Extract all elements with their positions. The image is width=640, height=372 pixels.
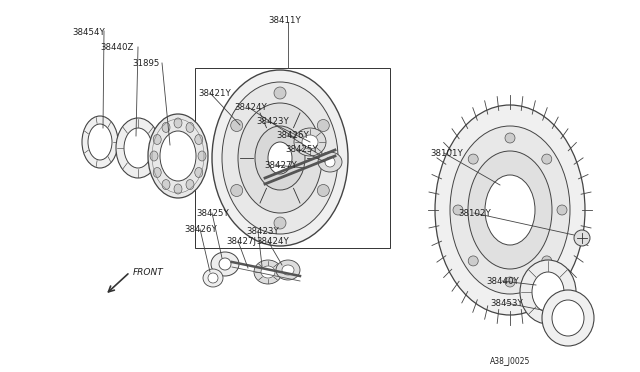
Circle shape: [574, 230, 590, 246]
Ellipse shape: [255, 126, 305, 190]
Ellipse shape: [468, 151, 552, 269]
Circle shape: [230, 185, 243, 196]
Ellipse shape: [174, 184, 182, 194]
Ellipse shape: [520, 260, 576, 324]
Circle shape: [274, 217, 286, 229]
Circle shape: [542, 154, 552, 164]
Text: 38427Y: 38427Y: [264, 161, 297, 170]
Ellipse shape: [318, 152, 342, 172]
Text: 38102Y: 38102Y: [458, 209, 491, 218]
Text: 38423Y: 38423Y: [256, 117, 289, 126]
Text: 38411Y: 38411Y: [268, 16, 301, 25]
Text: 38421Y: 38421Y: [198, 89, 231, 98]
Ellipse shape: [238, 103, 322, 213]
Text: 38426Y: 38426Y: [276, 131, 308, 140]
Ellipse shape: [82, 116, 118, 168]
Ellipse shape: [254, 260, 282, 284]
Ellipse shape: [186, 122, 194, 132]
Ellipse shape: [261, 266, 275, 278]
Ellipse shape: [485, 175, 535, 245]
Ellipse shape: [88, 124, 112, 160]
Text: 38423Y: 38423Y: [246, 227, 279, 236]
Ellipse shape: [162, 180, 170, 190]
Circle shape: [208, 273, 218, 283]
Ellipse shape: [276, 260, 300, 280]
Ellipse shape: [148, 114, 208, 198]
Text: 38454Y: 38454Y: [72, 28, 105, 37]
Ellipse shape: [124, 128, 152, 168]
Ellipse shape: [186, 180, 194, 190]
Circle shape: [505, 133, 515, 143]
Ellipse shape: [435, 105, 585, 315]
Ellipse shape: [532, 272, 564, 312]
Circle shape: [468, 256, 478, 266]
Ellipse shape: [174, 118, 182, 128]
Ellipse shape: [542, 290, 594, 346]
Circle shape: [453, 205, 463, 215]
Text: 38427J: 38427J: [226, 237, 256, 246]
Circle shape: [230, 119, 243, 131]
Ellipse shape: [211, 252, 239, 276]
Ellipse shape: [212, 70, 348, 246]
Text: A38_J0025: A38_J0025: [490, 357, 531, 366]
Ellipse shape: [294, 128, 326, 156]
Ellipse shape: [160, 131, 196, 181]
Text: 38440Z: 38440Z: [100, 43, 133, 52]
Ellipse shape: [162, 122, 170, 132]
Text: 38424Y: 38424Y: [234, 103, 267, 112]
Ellipse shape: [203, 269, 223, 287]
Text: 38425Y: 38425Y: [196, 209, 228, 218]
Ellipse shape: [153, 135, 161, 144]
Ellipse shape: [302, 135, 318, 149]
Circle shape: [325, 157, 335, 167]
Ellipse shape: [150, 151, 158, 161]
Circle shape: [468, 154, 478, 164]
Text: 38424Y: 38424Y: [256, 237, 289, 246]
Text: 38453Y: 38453Y: [490, 299, 523, 308]
Bar: [195, 68, 390, 248]
Circle shape: [557, 205, 567, 215]
Text: 38426Y: 38426Y: [184, 225, 217, 234]
Ellipse shape: [450, 126, 570, 294]
Text: 38440Y: 38440Y: [486, 277, 519, 286]
Ellipse shape: [198, 151, 206, 161]
Circle shape: [317, 185, 330, 196]
Circle shape: [274, 87, 286, 99]
Circle shape: [219, 258, 231, 270]
Text: 38425Y: 38425Y: [285, 145, 317, 154]
Ellipse shape: [222, 82, 338, 234]
Circle shape: [542, 256, 552, 266]
Ellipse shape: [195, 135, 203, 144]
Circle shape: [505, 277, 515, 287]
Ellipse shape: [195, 167, 203, 177]
Ellipse shape: [268, 142, 292, 174]
Ellipse shape: [552, 300, 584, 336]
Ellipse shape: [282, 265, 294, 275]
Ellipse shape: [153, 167, 161, 177]
Text: FRONT: FRONT: [133, 268, 164, 277]
Text: 38101Y: 38101Y: [430, 149, 463, 158]
Ellipse shape: [116, 118, 160, 178]
Text: 31895: 31895: [132, 59, 159, 68]
Circle shape: [317, 119, 330, 131]
